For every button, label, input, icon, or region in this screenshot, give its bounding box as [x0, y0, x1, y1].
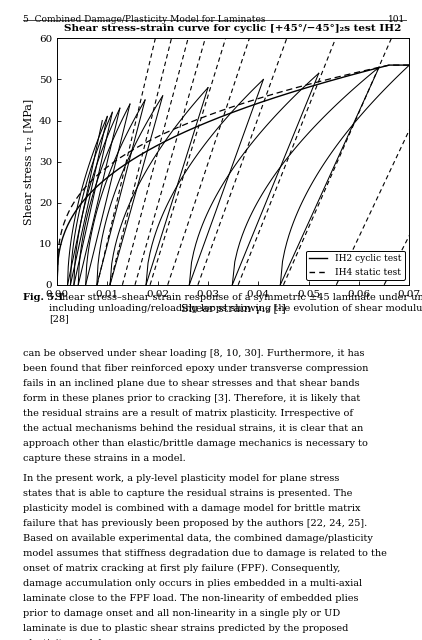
Text: In the present work, a ply-level plasticity model for plane stress: In the present work, a ply-level plastic… — [23, 474, 340, 483]
Text: onset of matrix cracking at first ply failure (FPF). Consequently,: onset of matrix cracking at first ply fa… — [23, 564, 341, 573]
Text: the actual mechanisms behind the residual strains, it is clear that an: the actual mechanisms behind the residua… — [23, 424, 363, 433]
Text: laminate is due to plastic shear strains predicted by the proposed: laminate is due to plastic shear strains… — [23, 624, 349, 633]
Text: can be observed under shear loading [8, 10, 30]. Furthermore, it has: can be observed under shear loading [8, … — [23, 349, 365, 358]
Text: 5  Combined Damage/Plasticity Model for Laminates: 5 Combined Damage/Plasticity Model for L… — [23, 15, 266, 24]
Title: Shear stress-strain curve for cyclic [+45°/−45°]₂s test IH2: Shear stress-strain curve for cyclic [+4… — [65, 24, 402, 33]
Text: damage accumulation only occurs in plies embedded in a multi-axial: damage accumulation only occurs in plies… — [23, 579, 362, 588]
Legend: IH2 cyclic test, IH4 static test: IH2 cyclic test, IH4 static test — [306, 250, 405, 280]
Text: been found that fiber reinforced epoxy under transverse compression: been found that fiber reinforced epoxy u… — [23, 364, 368, 373]
Text: Shear stress–shear strain response of a symmetric ±45 laminate under uniaxial te: Shear stress–shear strain response of a … — [49, 293, 422, 323]
Text: states that is able to capture the residual strains is presented. The: states that is able to capture the resid… — [23, 489, 353, 498]
X-axis label: Shear strain γ₁₂ [-]: Shear strain γ₁₂ [-] — [181, 304, 286, 314]
Text: 101: 101 — [388, 15, 405, 24]
Text: fails in an inclined plane due to shear stresses and that shear bands: fails in an inclined plane due to shear … — [23, 379, 360, 388]
Text: capture these strains in a model.: capture these strains in a model. — [23, 454, 186, 463]
Y-axis label: Shear stress τ₁₂ [MPa]: Shear stress τ₁₂ [MPa] — [23, 99, 33, 225]
Text: laminate close to the FPF load. The non-linearity of embedded plies: laminate close to the FPF load. The non-… — [23, 594, 359, 603]
Text: the residual strains are a result of matrix plasticity. Irrespective of: the residual strains are a result of mat… — [23, 409, 353, 418]
Text: plasticity model.: plasticity model. — [23, 639, 105, 640]
Text: model assumes that stiffness degradation due to damage is related to the: model assumes that stiffness degradation… — [23, 549, 387, 558]
Text: approach other than elastic/brittle damage mechanics is necessary to: approach other than elastic/brittle dama… — [23, 439, 368, 448]
Text: prior to damage onset and all non-linearity in a single ply or UD: prior to damage onset and all non-linear… — [23, 609, 341, 618]
Text: failure that has previously been proposed by the authors [22, 24, 25].: failure that has previously been propose… — [23, 519, 368, 528]
Text: Fig. 5.1: Fig. 5.1 — [23, 293, 64, 302]
Text: form in these planes prior to cracking [3]. Therefore, it is likely that: form in these planes prior to cracking [… — [23, 394, 360, 403]
Text: plasticity model is combined with a damage model for brittle matrix: plasticity model is combined with a dama… — [23, 504, 361, 513]
Text: Based on available experimental data, the combined damage/plasticity: Based on available experimental data, th… — [23, 534, 373, 543]
